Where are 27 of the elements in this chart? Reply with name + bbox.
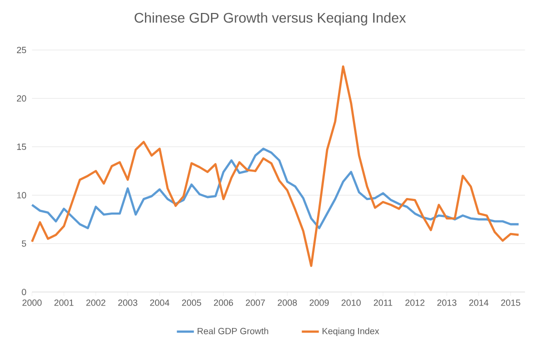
x-tick-label: 2015 bbox=[501, 300, 520, 306]
x-tick-label: 2013 bbox=[437, 300, 456, 306]
line-series bbox=[30, 148, 520, 230]
x-tick-label: 2014 bbox=[469, 300, 488, 306]
legend-label: Keqiang Index bbox=[322, 328, 380, 336]
y-tick-label: 5 bbox=[22, 240, 26, 247]
y-tick-label: 20 bbox=[16, 95, 26, 102]
x-tick-label: 2001 bbox=[54, 300, 74, 306]
x-tick-label: 2010 bbox=[342, 300, 361, 306]
legend-label: Real GDP Growth bbox=[198, 328, 268, 334]
x-tick-label: 2005 bbox=[182, 300, 202, 306]
x-tick-label: 2011 bbox=[374, 300, 392, 306]
x-tick-label: 2000 bbox=[22, 300, 42, 306]
chart-title: Chinese GDP Growth versus Keqiang Index bbox=[134, 12, 406, 26]
x-tick-label: 2003 bbox=[118, 300, 138, 306]
x-tick-label: 2002 bbox=[86, 300, 106, 306]
x-tick-label: 2008 bbox=[278, 300, 297, 306]
line-series bbox=[30, 65, 520, 267]
y-tick-label: 15 bbox=[17, 144, 26, 150]
x-tick-label: 2006 bbox=[214, 300, 234, 306]
x-tick-label: 2007 bbox=[246, 300, 265, 306]
x-tick-label: 2009 bbox=[310, 300, 329, 306]
x-tick-label: 2004 bbox=[150, 300, 170, 306]
y-tick-label: 25 bbox=[16, 46, 26, 54]
y-tick-label: 0 bbox=[22, 288, 26, 296]
x-tick-label: 2012 bbox=[405, 300, 424, 306]
y-tick-label: 10 bbox=[17, 192, 26, 198]
